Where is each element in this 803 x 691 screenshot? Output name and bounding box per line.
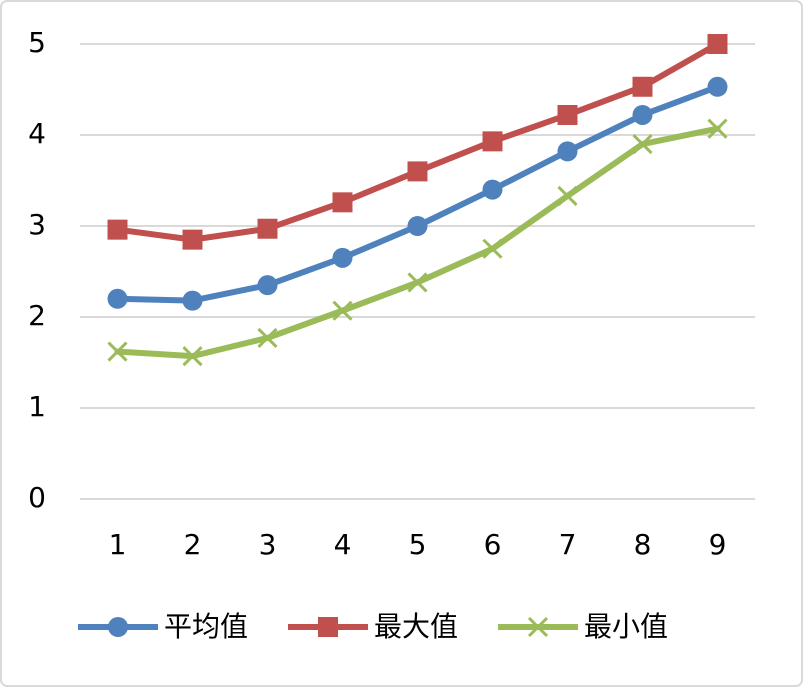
x-tick-label: 6 xyxy=(484,528,502,561)
marker xyxy=(107,219,128,240)
marker xyxy=(182,346,203,367)
legend-label: 最大值 xyxy=(374,610,458,643)
marker xyxy=(407,161,428,182)
marker xyxy=(332,300,353,321)
marker xyxy=(632,76,653,97)
marker xyxy=(257,275,278,296)
x-tick-label: 8 xyxy=(634,528,652,561)
marker xyxy=(107,288,128,309)
marker xyxy=(182,290,203,311)
marker xyxy=(107,341,128,362)
marker xyxy=(407,216,428,236)
marker xyxy=(318,617,339,637)
marker xyxy=(482,131,503,152)
marker xyxy=(108,617,128,637)
x-tick-label: 9 xyxy=(709,528,727,561)
legend-label: 平均值 xyxy=(164,610,248,643)
marker xyxy=(707,118,728,139)
x-tick-label: 7 xyxy=(559,528,577,561)
y-tick-label: 1 xyxy=(28,390,46,423)
legend-label: 最小值 xyxy=(584,610,668,643)
x-tick-label: 1 xyxy=(109,528,127,561)
marker xyxy=(332,192,353,213)
marker xyxy=(557,141,578,162)
legend-entry: 最小值 xyxy=(498,610,668,643)
marker xyxy=(707,76,728,97)
x-tick-label: 5 xyxy=(409,528,427,561)
y-tick-label: 5 xyxy=(28,26,46,59)
marker xyxy=(257,218,278,239)
marker xyxy=(332,247,353,268)
x-tick-label: 3 xyxy=(259,528,277,561)
marker xyxy=(557,185,578,207)
x-tick-label: 2 xyxy=(184,528,202,561)
marker xyxy=(182,229,203,250)
x-tick-label: 4 xyxy=(334,528,352,561)
y-tick-label: 3 xyxy=(28,208,46,241)
marker xyxy=(407,272,428,293)
marker xyxy=(707,34,728,54)
marker xyxy=(632,104,653,125)
marker xyxy=(257,327,278,348)
marker xyxy=(482,179,503,200)
marker xyxy=(482,238,503,259)
y-tick-label: 2 xyxy=(28,299,46,332)
y-tick-label: 0 xyxy=(28,481,46,514)
marker xyxy=(557,104,578,125)
legend-entry: 最大值 xyxy=(288,610,458,643)
y-tick-label: 4 xyxy=(28,117,46,150)
marker xyxy=(527,616,549,638)
legend-entry: 平均值 xyxy=(78,610,248,643)
marker xyxy=(632,134,653,155)
